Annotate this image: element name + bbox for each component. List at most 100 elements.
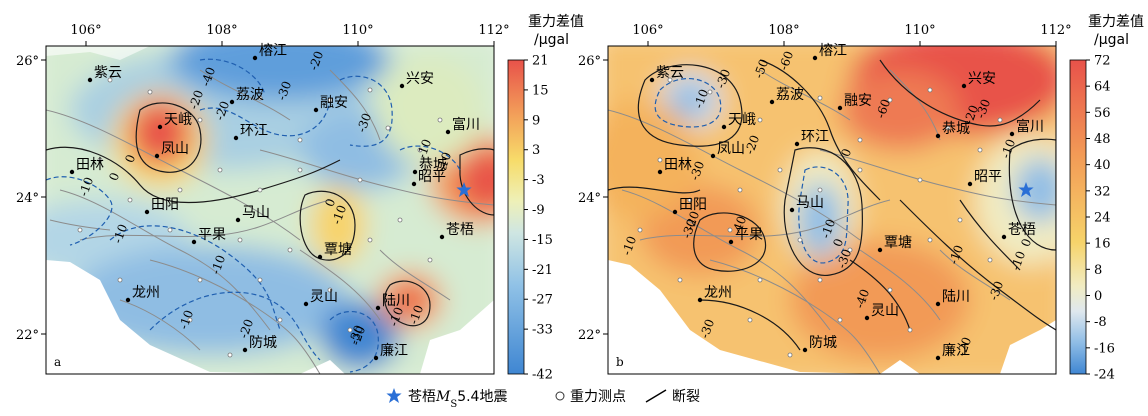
y-tick-label: 24°: [16, 191, 39, 206]
panel-a-colorbar-unit: /μgal: [534, 32, 569, 48]
city-marker: [87, 77, 93, 83]
city-marker: [439, 234, 445, 240]
city-label: 兴安: [406, 71, 434, 87]
colorbar-tick-label: -24: [1094, 368, 1115, 383]
legend-epicenter-mag: 5.4地震: [457, 389, 507, 405]
city-label: 凤山: [161, 141, 189, 157]
city-marker: [1009, 131, 1015, 137]
panel-b-colorbar-ticks: 72 64 56 48 40 32 24 16 8 0 -8 -16 -24: [1086, 54, 1115, 383]
contour-label: -20: [682, 209, 702, 232]
contour-label: -30: [697, 317, 717, 340]
city-label: 灵山: [310, 289, 338, 305]
colorbar-tick-label: 56: [1094, 106, 1111, 121]
city-label: 平果: [735, 227, 763, 243]
city-marker: [802, 347, 808, 353]
contour-label: -30: [973, 97, 993, 120]
city-marker: [721, 124, 727, 130]
city-label: 覃塘: [884, 235, 912, 251]
city-label: 兴安: [968, 71, 996, 87]
x-tick-label: 110°: [904, 23, 935, 38]
panel-b-label: b: [616, 355, 624, 369]
colorbar-tick-label: 21: [532, 54, 549, 69]
colorbar-tick-label: -9: [532, 203, 545, 218]
city-marker: [157, 124, 163, 130]
panel-a-faults: [46, 69, 494, 374]
y-tick-label: 26°: [578, 54, 601, 69]
legend-epicenter-m: M: [435, 389, 451, 405]
city-label: 环江: [801, 129, 829, 145]
city-label: 灵山: [871, 303, 899, 319]
city-marker: [154, 153, 160, 159]
legend-epicenter-label: 苍梧MS5.4地震: [408, 389, 507, 410]
contour-label: 0: [322, 197, 338, 209]
city-marker: [935, 355, 941, 361]
contour-label: -30: [679, 217, 699, 240]
colorbar-tick-label: -15: [532, 233, 553, 248]
city-label: 马山: [796, 195, 824, 211]
city-marker: [252, 55, 258, 61]
colorbar-tick-label: -21: [532, 263, 553, 278]
city-marker: [864, 315, 870, 321]
city-label: 苍梧: [446, 222, 474, 238]
contour-label: -40: [198, 65, 218, 88]
contour-label: -20: [236, 317, 256, 340]
colorbar-tick-label: 72: [1094, 54, 1111, 69]
legend-point-icon: [555, 391, 565, 401]
city-marker: [649, 77, 655, 83]
colorbar-tick-label: -42: [532, 368, 553, 383]
contour-label: -10: [414, 137, 434, 160]
city-label: 田阳: [151, 197, 179, 213]
city-label: 荔波: [776, 87, 804, 103]
colorbar-tick-label: 16: [1094, 237, 1111, 252]
contour-label: -10: [386, 305, 406, 328]
city-marker: [445, 129, 451, 135]
city-label: 陆川: [382, 293, 410, 309]
city-marker: [769, 99, 775, 105]
panel-b-axes: 106° 108° 110° 112° 26° 24° 22°: [578, 23, 1072, 343]
city-label: 廉江: [380, 342, 408, 359]
panel-a-colorbar-title: 重力差值: [528, 14, 584, 30]
panel-a-frame: [45, 45, 495, 375]
colorbar-tick-label: -8: [1094, 315, 1107, 330]
city-label: 恭城: [419, 157, 447, 173]
city-label: 榕江: [259, 43, 287, 59]
city-marker: [375, 305, 381, 311]
x-tick-label: 112°: [478, 23, 509, 38]
colorbar-tick-label: 0: [1094, 289, 1102, 304]
contour-label: -20: [954, 335, 974, 358]
contour-label: -10: [619, 234, 639, 257]
city-label: 龙州: [132, 285, 160, 301]
legend-point-label: 重力测点: [570, 389, 626, 405]
city-marker: [697, 297, 703, 303]
panel-a-field: [46, 46, 494, 374]
contour-label: -50: [751, 57, 771, 80]
city-label: 防城: [249, 335, 277, 351]
panel-a-contour-labels: -40-20 -30-20-200-30-10-100-10-100-10-20-…: [76, 49, 454, 347]
y-tick-label: 22°: [578, 328, 601, 343]
x-tick-label: 110°: [342, 23, 373, 38]
contour-label: -10: [1008, 249, 1028, 272]
city-label: 田林: [76, 157, 104, 173]
colorbar-tick-label: -3: [532, 173, 545, 188]
city-label: 紫云: [656, 65, 684, 81]
panel-b-frame: [607, 45, 1057, 375]
city-marker: [967, 181, 973, 187]
contour-label: -10: [110, 222, 130, 245]
contour-label: 0: [122, 153, 138, 165]
contour-label: -30: [834, 247, 854, 270]
city-marker: [229, 99, 235, 105]
x-tick-label: 108°: [206, 23, 237, 38]
legend-fault-label: 断裂: [672, 389, 700, 405]
colorbar-tick-label: 3: [532, 143, 540, 158]
city-label: 天峨: [164, 112, 192, 128]
legend-star-icon: [386, 388, 402, 403]
city-marker: [794, 141, 800, 147]
city-marker: [935, 133, 941, 139]
city-marker: [812, 55, 818, 61]
x-tick-label: 106°: [632, 23, 663, 38]
city-marker: [191, 239, 197, 245]
contour-label: -20: [212, 99, 232, 122]
x-tick-label: 112°: [1040, 23, 1071, 38]
